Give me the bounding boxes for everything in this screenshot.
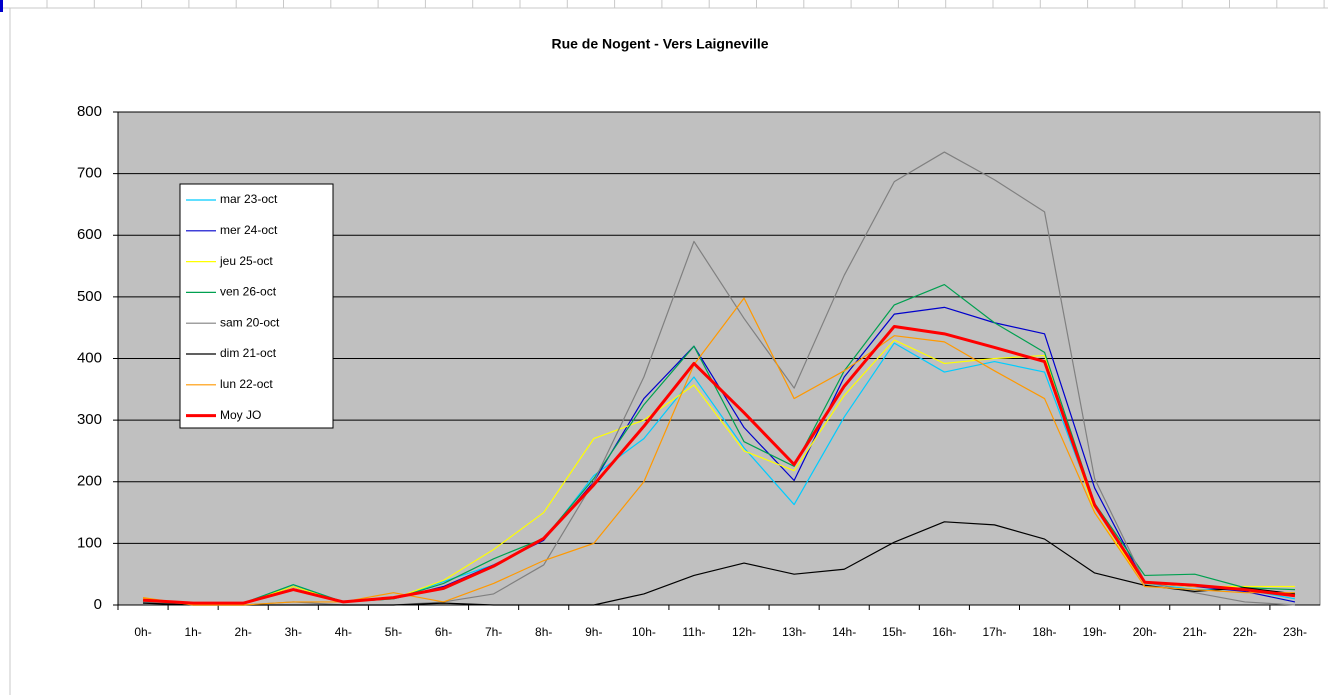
x-tick-label: 16h- <box>932 625 956 639</box>
chart-title: Rue de Nogent - Vers Laigneville <box>551 36 768 52</box>
x-tick-label: 19h- <box>1083 625 1107 639</box>
legend: mar 23-oct mer 24-oct jeu 25-oct ven 26-oct… <box>179 183 334 429</box>
legend-label: sam 20-oct <box>220 315 280 329</box>
y-tick-label: 400 <box>77 349 102 366</box>
y-tick-label: 500 <box>77 288 102 305</box>
sheet-grid <box>0 7 1328 695</box>
legend-label: jeu 25-oct <box>219 254 273 268</box>
legend-label: mer 24-oct <box>220 223 278 237</box>
x-tick-label: 15h- <box>882 625 906 639</box>
series-line <box>142 297 1295 606</box>
x-tick-label: 5h- <box>385 625 402 639</box>
x-tick-label: 8h- <box>535 625 552 639</box>
x-tick-label: 21h- <box>1183 625 1207 639</box>
x-tick-label: 9h- <box>585 625 602 639</box>
y-tick-label: 200 <box>77 473 102 490</box>
x-tick-label: 3h- <box>285 625 302 639</box>
legend-box <box>179 183 334 429</box>
x-tick-label: 14h- <box>832 625 856 639</box>
legend-label: Moy JO <box>220 408 261 422</box>
x-tick-label: 1h- <box>184 625 201 639</box>
legend-label: ven 26-oct <box>220 285 277 299</box>
x-tick-label: 18h- <box>1033 625 1057 639</box>
y-tick-label: 600 <box>77 226 102 243</box>
y-tick-label: 800 <box>77 103 102 120</box>
x-tick-label: 17h- <box>982 625 1006 639</box>
x-tick-label: 0h- <box>134 625 151 639</box>
x-tick-label: 6h- <box>435 625 452 639</box>
x-tick-label: 10h- <box>632 625 656 639</box>
y-tick-label: 300 <box>77 411 102 428</box>
x-tick-label: 22h- <box>1233 625 1257 639</box>
x-tick-label: 13h- <box>782 625 806 639</box>
y-tick-label: 0 <box>94 596 102 613</box>
y-tick-label: 700 <box>77 165 102 182</box>
x-tick-label: 4h- <box>335 625 352 639</box>
series-line <box>143 521 1296 606</box>
x-tick-label: 2h- <box>235 625 252 639</box>
x-tick-label: 23h- <box>1283 625 1307 639</box>
legend-label: mar 23-oct <box>220 192 278 206</box>
legend-label: lun 22-oct <box>220 377 273 391</box>
series-line <box>142 324 1296 605</box>
x-tick-label: 12h- <box>732 625 756 639</box>
x-tick-label: 7h- <box>485 625 502 639</box>
y-tick-label: 100 <box>77 534 102 551</box>
sheet-marker <box>0 0 3 12</box>
x-tick-label: 20h- <box>1133 625 1157 639</box>
legend-label: dim 21-oct <box>220 346 277 360</box>
x-tick-label: 11h- <box>682 625 705 639</box>
